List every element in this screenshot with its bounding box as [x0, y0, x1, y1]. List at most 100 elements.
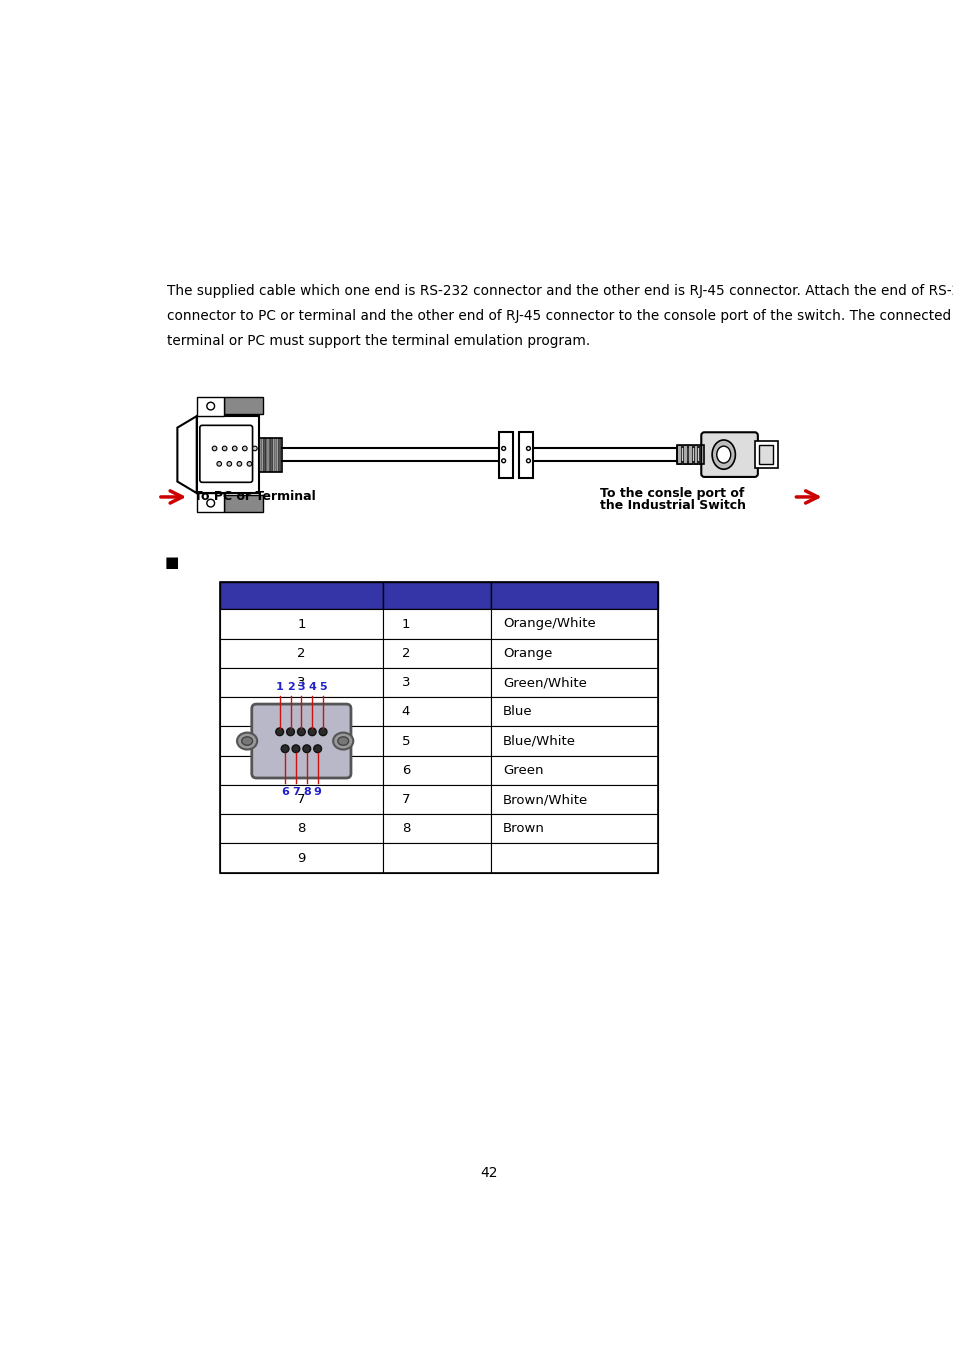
Text: 42: 42 — [479, 1166, 497, 1180]
Bar — [491, 844, 658, 872]
Text: Green: Green — [502, 764, 543, 776]
Bar — [220, 609, 382, 639]
Bar — [518, 432, 533, 478]
Ellipse shape — [233, 446, 236, 451]
Bar — [224, 495, 262, 513]
Bar — [196, 493, 224, 513]
Text: Brown/White: Brown/White — [502, 792, 587, 806]
Text: 6: 6 — [401, 764, 410, 776]
Bar — [687, 446, 691, 464]
Ellipse shape — [319, 728, 327, 736]
Bar — [196, 397, 224, 416]
Bar — [491, 726, 658, 756]
Bar — [693, 446, 697, 464]
Bar — [220, 784, 382, 814]
Ellipse shape — [333, 733, 353, 749]
Text: 5: 5 — [319, 682, 327, 691]
Ellipse shape — [308, 728, 315, 736]
Text: 1: 1 — [296, 617, 305, 630]
Bar — [382, 756, 491, 784]
Text: Orange: Orange — [502, 647, 552, 660]
Bar — [274, 437, 277, 471]
Text: 3: 3 — [401, 676, 410, 688]
Ellipse shape — [216, 462, 221, 466]
Ellipse shape — [253, 446, 257, 451]
FancyBboxPatch shape — [199, 425, 253, 482]
Text: 4: 4 — [308, 682, 315, 691]
Ellipse shape — [526, 459, 530, 463]
Text: 8: 8 — [297, 822, 305, 836]
Ellipse shape — [716, 446, 730, 463]
Bar — [382, 639, 491, 668]
Text: 9: 9 — [314, 787, 321, 798]
Text: connector to PC or terminal and the other end of RJ-45 connector to the console : connector to PC or terminal and the othe… — [167, 309, 950, 323]
Bar — [258, 437, 282, 471]
Bar — [266, 437, 270, 471]
Ellipse shape — [711, 440, 735, 470]
Polygon shape — [177, 416, 196, 493]
Ellipse shape — [222, 446, 227, 451]
Bar — [491, 609, 658, 639]
Ellipse shape — [236, 462, 241, 466]
Text: Brown: Brown — [502, 822, 544, 836]
Ellipse shape — [275, 728, 283, 736]
Bar — [224, 397, 262, 414]
Bar — [382, 784, 491, 814]
Bar — [258, 437, 261, 471]
Ellipse shape — [241, 737, 253, 745]
Bar — [382, 844, 491, 872]
Bar — [491, 784, 658, 814]
Bar — [220, 756, 382, 784]
Ellipse shape — [286, 728, 294, 736]
Bar — [677, 447, 716, 462]
Text: 4: 4 — [401, 705, 410, 718]
Ellipse shape — [212, 446, 216, 451]
Ellipse shape — [297, 728, 305, 736]
Text: terminal or PC must support the terminal emulation program.: terminal or PC must support the terminal… — [167, 335, 590, 348]
Text: the Industrial Switch: the Industrial Switch — [599, 500, 745, 512]
Text: The supplied cable which one end is RS-232 connector and the other end is RJ-45 : The supplied cable which one end is RS-2… — [167, 284, 953, 297]
Text: 5: 5 — [296, 734, 305, 748]
Ellipse shape — [281, 745, 289, 752]
Bar — [278, 437, 281, 471]
Bar — [382, 668, 491, 697]
Bar — [754, 440, 778, 468]
Ellipse shape — [526, 447, 530, 451]
Bar — [220, 697, 382, 726]
Bar — [220, 844, 382, 872]
Text: ■: ■ — [164, 555, 178, 570]
Ellipse shape — [501, 459, 505, 463]
Bar — [382, 582, 491, 609]
Ellipse shape — [207, 500, 214, 508]
Bar — [491, 582, 658, 609]
Ellipse shape — [314, 745, 321, 752]
Ellipse shape — [207, 402, 214, 410]
Ellipse shape — [227, 462, 232, 466]
Bar — [491, 814, 658, 844]
Bar — [491, 756, 658, 784]
Bar — [491, 668, 658, 697]
FancyBboxPatch shape — [252, 705, 351, 778]
Text: 8: 8 — [401, 822, 410, 836]
Ellipse shape — [247, 462, 252, 466]
Bar — [220, 814, 382, 844]
Text: 4: 4 — [297, 705, 305, 718]
Text: 6: 6 — [281, 787, 289, 798]
Ellipse shape — [501, 447, 505, 451]
Bar — [491, 639, 658, 668]
Bar — [699, 446, 702, 464]
Bar — [498, 432, 513, 478]
Bar — [677, 446, 703, 464]
Text: 3: 3 — [297, 682, 305, 691]
Bar — [196, 416, 258, 493]
Text: 1: 1 — [401, 617, 410, 630]
Bar — [262, 437, 266, 471]
Text: 8: 8 — [303, 787, 311, 798]
Text: 9: 9 — [297, 852, 305, 864]
Bar — [382, 609, 491, 639]
Bar — [491, 697, 658, 726]
Text: 1: 1 — [275, 682, 283, 691]
Text: 7: 7 — [296, 792, 305, 806]
Text: 7: 7 — [401, 792, 410, 806]
Text: 2: 2 — [286, 682, 294, 691]
